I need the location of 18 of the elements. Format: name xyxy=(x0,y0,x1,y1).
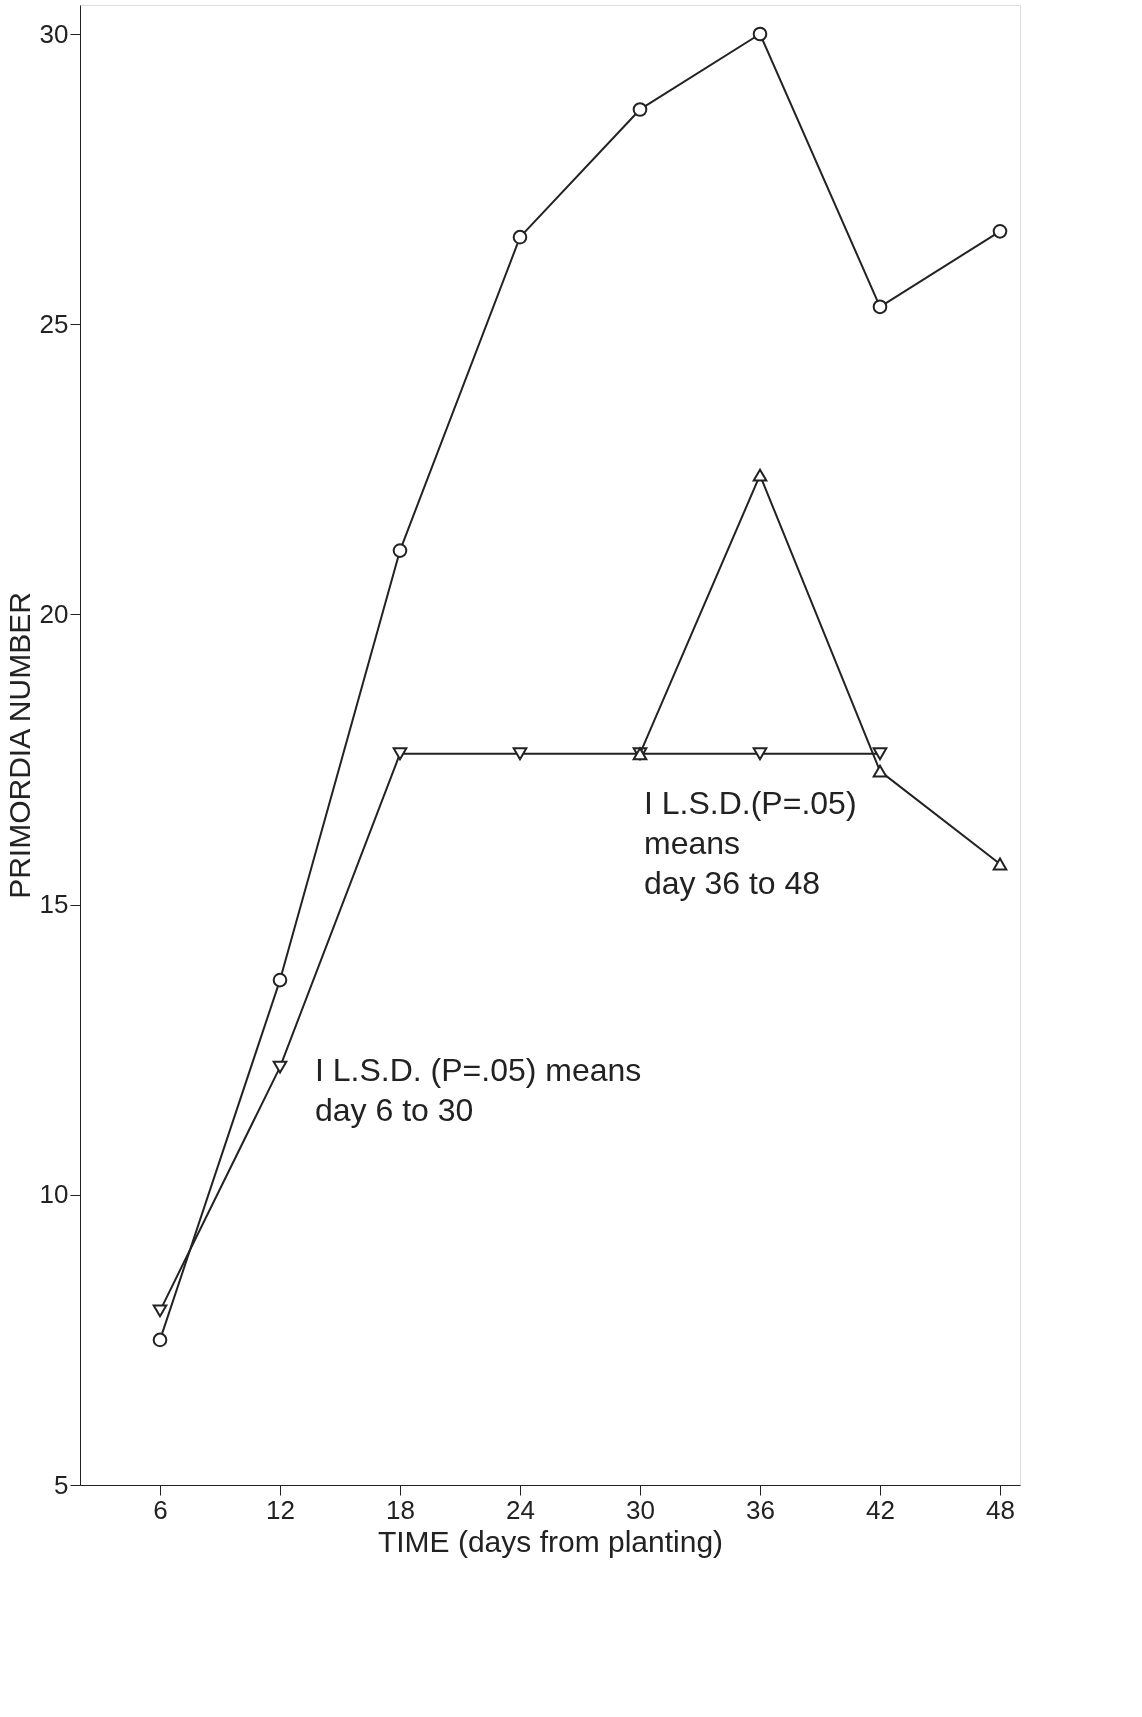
y-tick-label: 30 xyxy=(39,18,69,49)
x-tick-label: 18 xyxy=(386,1494,415,1525)
x-tick-label: 12 xyxy=(266,1494,295,1525)
x-tick-label: 6 xyxy=(153,1494,168,1525)
y-axis-title: PRIMORDIA NUMBER xyxy=(2,592,36,899)
x-tick-label: 42 xyxy=(866,1494,895,1525)
y-tick-label: 5 xyxy=(54,1469,69,1500)
x-tick-label: 48 xyxy=(986,1494,1015,1525)
y-tick-label: 25 xyxy=(39,308,69,339)
y-tick-label: 10 xyxy=(39,1179,69,1210)
annotation: I L.S.D.(P=.05) means day 36 to 48 xyxy=(644,785,857,902)
y-tick-label: 15 xyxy=(39,889,69,920)
x-tick-label: 30 xyxy=(626,1494,655,1525)
x-tick-label: 24 xyxy=(506,1494,535,1525)
x-axis-title: TIME (days from planting) xyxy=(377,1524,724,1558)
annotation: I L.S.D. (P=.05) means day 6 to 30 xyxy=(315,1051,642,1128)
y-tick-label: 20 xyxy=(39,598,69,629)
x-tick-label: 36 xyxy=(746,1494,775,1525)
